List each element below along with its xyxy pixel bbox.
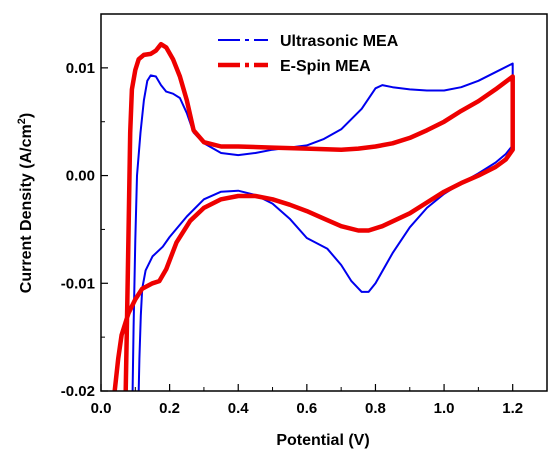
x-tick-label: 0.2 bbox=[159, 400, 180, 417]
x-axis-title: Potential (V) bbox=[276, 432, 369, 449]
y-axis-title: Current Density (A/cm2) bbox=[16, 113, 35, 293]
y-axis-title-sup: 2 bbox=[16, 118, 28, 124]
y-axis: -0.02 -0.01 0.00 0.01 bbox=[61, 60, 108, 400]
x-tick-label: 0.0 bbox=[91, 400, 112, 417]
y-tick-label: 0.00 bbox=[66, 168, 95, 185]
x-axis: 0.0 0.2 0.4 0.6 0.8 1.0 1.2 bbox=[91, 384, 548, 417]
x-tick-label: 1.0 bbox=[434, 400, 455, 417]
y-axis-title-main: Current Density (A/cm bbox=[18, 124, 35, 293]
series-line-0 bbox=[131, 62, 514, 391]
x-tick-label: 0.8 bbox=[365, 400, 386, 417]
x-tick-label: 1.2 bbox=[502, 400, 523, 417]
x-tick-label: 0.4 bbox=[228, 400, 250, 417]
y-tick-label: -0.01 bbox=[61, 275, 95, 292]
y-axis-title-end: ) bbox=[18, 113, 35, 118]
plot-frame bbox=[100, 13, 548, 392]
y-tick-label: -0.02 bbox=[61, 383, 95, 400]
x-tick-label: 0.6 bbox=[296, 400, 317, 417]
legend-label-0: Ultrasonic MEA bbox=[280, 33, 399, 50]
series-layer bbox=[112, 41, 515, 391]
y-tick-label: 0.01 bbox=[66, 60, 95, 77]
series-line-1 bbox=[112, 41, 515, 391]
legend-label-1: E-Spin MEA bbox=[280, 58, 371, 75]
legend: Ultrasonic MEA E-Spin MEA bbox=[218, 33, 399, 75]
